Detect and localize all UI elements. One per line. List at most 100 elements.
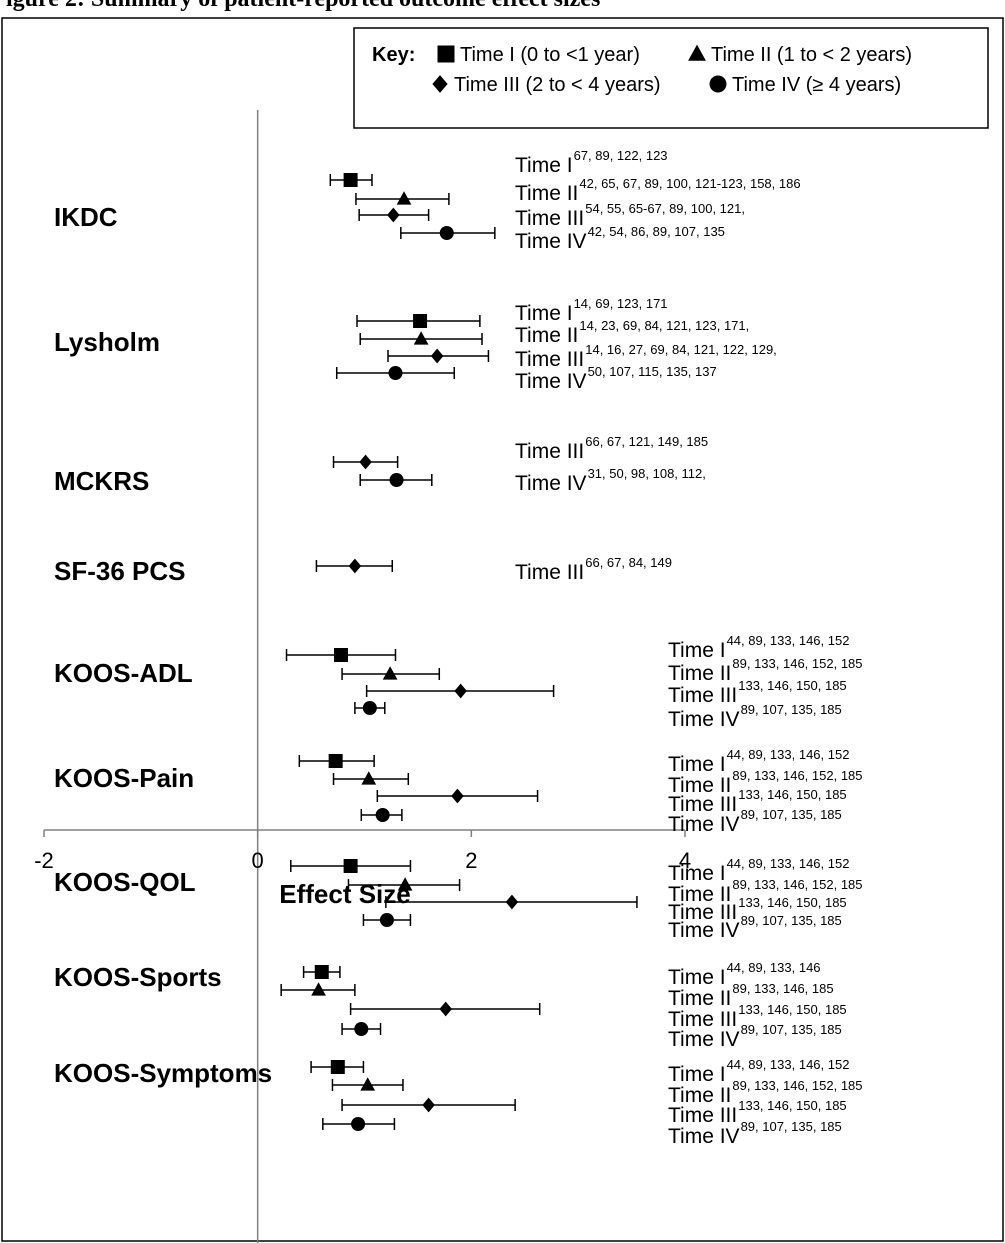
reference-label: Time I44, 89, 133, 146, 152 xyxy=(668,1057,849,1086)
effect-size-triangle-marker xyxy=(413,331,429,345)
outcome-label: Lysholm xyxy=(54,327,160,357)
x-tick-label: 4 xyxy=(679,848,691,873)
effect-size-diamond-marker xyxy=(505,894,519,910)
time-period-text: Time IV xyxy=(668,1125,740,1148)
reference-citations: 44, 89, 133, 146, 152 xyxy=(727,747,850,762)
time-period-text: Time IV xyxy=(668,708,740,731)
effect-size-triangle-marker xyxy=(311,982,326,996)
reference-citations: 89, 107, 135, 185 xyxy=(741,913,842,928)
time-period-text: Time IV xyxy=(515,370,587,393)
outcome-label: KOOS-Sports xyxy=(54,962,222,992)
reference-label: Time I44, 89, 133, 146, 152 xyxy=(668,856,849,885)
effect-size-diamond-marker xyxy=(422,1097,435,1113)
reference-citations: 44, 89, 133, 146, 152 xyxy=(727,856,850,871)
effect-size-square-marker xyxy=(343,859,358,873)
reference-citations: 54, 55, 65-67, 89, 100, 121, xyxy=(585,201,745,216)
reference-label: Time I44, 89, 133, 146 xyxy=(668,960,821,989)
effect-size-diamond-marker xyxy=(439,1001,452,1017)
x-tick-label: 0 xyxy=(252,848,264,873)
key-triangle-icon xyxy=(688,44,706,61)
outcome-label: KOOS-QOL xyxy=(54,867,196,897)
key-box xyxy=(353,27,989,129)
key-entry-label: Time I (0 to <1 year) xyxy=(460,44,640,66)
reference-label: Time IV89, 107, 135, 185 xyxy=(668,702,842,731)
time-period-text: Time I xyxy=(668,639,726,662)
reference-citations: 89, 133, 146, 152, 185 xyxy=(732,877,862,892)
reference-label: Time I44, 89, 133, 146, 152 xyxy=(668,633,849,662)
reference-citations: 50, 107, 115, 135, 137 xyxy=(588,364,717,379)
reference-label: Time IV89, 107, 135, 185 xyxy=(668,807,842,836)
effect-size-circle-marker xyxy=(362,701,377,715)
reference-citations: 133, 146, 150, 185 xyxy=(738,1098,846,1113)
reference-label: Time III133, 146, 150, 185 xyxy=(668,1002,847,1031)
reference-citations: 89, 133, 146, 152, 185 xyxy=(732,1078,862,1093)
key-circle-icon xyxy=(709,75,727,93)
key-label: Key: xyxy=(372,44,415,66)
key-entry-label: Time III (2 to < 4 years) xyxy=(454,74,661,96)
reference-label: Time IV89, 107, 135, 185 xyxy=(668,1119,842,1148)
time-period-text: Time III xyxy=(515,207,584,230)
time-period-text: Time IV xyxy=(668,813,740,836)
time-period-text: Time II xyxy=(515,324,578,347)
reference-label: Time I44, 89, 133, 146, 152 xyxy=(668,747,849,776)
effect-size-circle-marker xyxy=(375,808,390,822)
reference-citations: 44, 89, 133, 146, 152 xyxy=(727,633,850,648)
effect-size-triangle-marker xyxy=(361,771,377,785)
reference-citations: 42, 65, 67, 89, 100, 121-123, 158, 186 xyxy=(579,176,800,191)
reference-citations: 133, 146, 150, 185 xyxy=(738,787,846,802)
reference-label: Time III66, 67, 121, 149, 185 xyxy=(515,434,708,463)
time-period-text: Time II xyxy=(668,662,731,685)
effect-size-square-marker xyxy=(333,648,348,662)
effect-size-circle-marker xyxy=(354,1022,369,1036)
time-period-text: Time I xyxy=(515,302,573,325)
reference-citations: 14, 23, 69, 84, 121, 123, 171, xyxy=(579,318,749,333)
reference-label: Time IV31, 50, 98, 108, 112, xyxy=(515,466,706,495)
outcome-group: KOOS-Sports Time I44, 89, 133, 146 Time II… xyxy=(54,960,847,1051)
plot-frame xyxy=(1,17,1004,1242)
effect-size-square-marker xyxy=(413,314,428,328)
effect-size-diamond-marker xyxy=(430,348,444,364)
reference-label: Time II89, 133, 146, 152, 185 xyxy=(668,656,863,685)
reference-citations: 89, 133, 146, 152, 185 xyxy=(732,656,862,671)
time-period-text: Time I xyxy=(668,966,726,989)
effect-size-triangle-marker xyxy=(397,877,413,891)
effect-size-square-marker xyxy=(330,1060,345,1074)
key-diamond-icon xyxy=(432,75,448,93)
time-period-text: Time I xyxy=(668,1063,726,1086)
effect-size-square-marker xyxy=(328,754,343,768)
effect-size-triangle-marker xyxy=(360,1077,376,1091)
outcome-group: KOOS-Pain Time I44, 89, 133, 146, 152Time… xyxy=(54,747,863,836)
time-period-text: Time I xyxy=(515,154,573,177)
reference-label: Time II42, 65, 67, 89, 100, 121-123, 158… xyxy=(515,176,801,205)
effect-size-triangle-marker xyxy=(382,666,398,680)
effect-size-diamond-marker xyxy=(454,683,467,699)
effect-size-square-marker xyxy=(343,173,358,187)
effect-size-circle-marker xyxy=(388,366,403,380)
time-period-text: Time III xyxy=(668,793,737,816)
time-period-text: Time III xyxy=(668,1104,737,1127)
key-entry-label: Time IV (≥ 4 years) xyxy=(732,74,901,96)
reference-label: Time IV89, 107, 135, 185 xyxy=(668,913,842,942)
x-axis-title: Effect Size xyxy=(279,879,411,909)
reference-label: Time II89, 133, 146, 152, 185 xyxy=(668,768,863,797)
reference-label: Time I14, 69, 123, 171 xyxy=(515,296,668,325)
time-period-text: Time II xyxy=(668,774,731,797)
reference-citations: 14, 69, 123, 171 xyxy=(574,296,668,311)
reference-citations: 66, 67, 121, 149, 185 xyxy=(585,434,708,449)
effect-size-diamond-marker xyxy=(451,788,464,804)
effect-size-circle-marker xyxy=(439,226,454,240)
reference-label: Time II89, 133, 146, 152, 185 xyxy=(668,877,863,906)
reference-citations: 66, 67, 84, 149 xyxy=(585,555,672,570)
time-period-text: Time III xyxy=(515,348,584,371)
effect-size-circle-marker xyxy=(379,913,394,927)
outcome-group: KOOS-QOL Time I44, 89, 133, 146, 152Time … xyxy=(54,856,863,942)
time-period-text: Time II xyxy=(668,1084,731,1107)
time-period-text: Time III xyxy=(668,684,737,707)
time-period-text: Time III xyxy=(515,440,584,463)
reference-label: Time III66, 67, 84, 149 xyxy=(515,555,672,584)
effect-size-diamond-marker xyxy=(387,207,400,223)
